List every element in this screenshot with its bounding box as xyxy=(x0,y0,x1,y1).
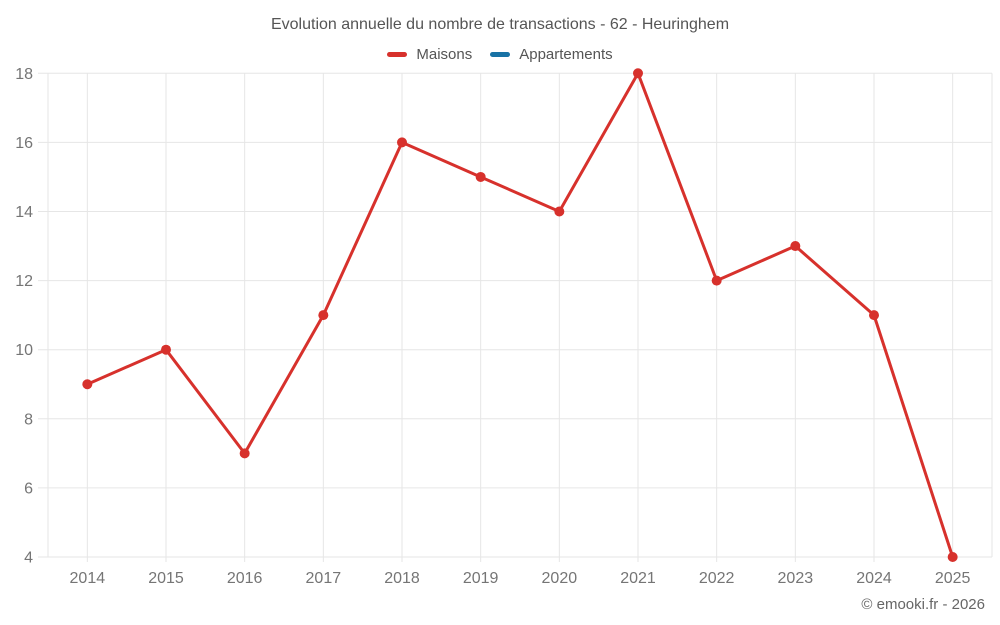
y-axis-label: 6 xyxy=(24,480,33,497)
data-point-maisons[interactable] xyxy=(318,310,329,321)
y-axis-label: 14 xyxy=(15,204,33,221)
y-axis-label: 8 xyxy=(24,411,33,428)
x-axis-label: 2024 xyxy=(856,570,892,587)
x-axis-label: 2021 xyxy=(620,570,656,587)
legend-item-maisons[interactable]: Maisons xyxy=(387,46,472,63)
x-axis-label: 2017 xyxy=(306,570,342,587)
chart-title: Evolution annuelle du nombre de transact… xyxy=(270,16,730,33)
x-axis-label: 2023 xyxy=(778,570,814,587)
data-point-maisons[interactable] xyxy=(161,344,171,355)
legend-label-appartements: Appartements xyxy=(519,46,613,63)
y-axis-label: 16 xyxy=(15,135,33,152)
data-point-maisons[interactable] xyxy=(554,206,565,217)
data-point-maisons[interactable] xyxy=(633,68,643,79)
appartements-swatch-icon xyxy=(490,52,511,57)
legend-label-maisons: Maisons xyxy=(416,46,473,63)
y-axis-label: 12 xyxy=(15,273,33,290)
y-axis-label: 10 xyxy=(15,342,33,359)
x-axis-label: 2015 xyxy=(148,570,184,587)
legend-item-appartements[interactable]: Appartements xyxy=(490,46,613,63)
y-axis-label: 18 xyxy=(15,66,33,83)
data-point-maisons[interactable] xyxy=(475,171,486,182)
x-axis-label: 2014 xyxy=(70,570,106,587)
data-point-maisons[interactable] xyxy=(790,241,801,252)
data-point-maisons[interactable] xyxy=(711,275,722,286)
maisons-swatch-icon xyxy=(387,52,408,57)
y-axis-label: 4 xyxy=(24,550,33,567)
series-line-maisons xyxy=(86,71,955,558)
x-axis-label: 2016 xyxy=(227,570,263,587)
x-axis-label: 2020 xyxy=(542,570,578,587)
x-axis-label: 2022 xyxy=(699,570,735,587)
copyright-text: © emooki.fr - 2026 xyxy=(861,596,985,613)
x-axis-label: 2018 xyxy=(384,570,420,587)
data-point-maisons[interactable] xyxy=(82,379,93,390)
data-point-maisons[interactable] xyxy=(947,552,958,562)
x-axis-label: 2025 xyxy=(935,570,971,587)
data-point-maisons[interactable] xyxy=(239,448,250,459)
data-point-maisons[interactable] xyxy=(869,310,879,321)
data-point-maisons[interactable] xyxy=(397,137,407,148)
chart-legend: Maisons Appartements xyxy=(0,46,1000,63)
x-axis-label: 2019 xyxy=(463,570,499,587)
